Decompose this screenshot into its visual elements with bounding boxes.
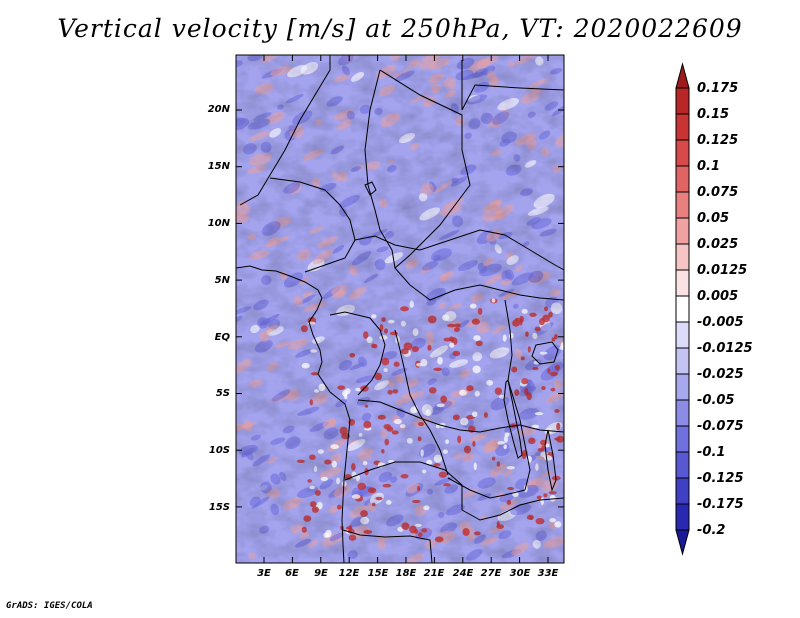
colorbar-label: 0.15 <box>697 107 730 122</box>
map-field <box>236 55 564 563</box>
colorbar <box>675 62 690 556</box>
colorbar-swatch <box>675 269 690 297</box>
colorbar-label: -0.175 <box>697 497 744 512</box>
colorbar-label: 0.05 <box>697 211 730 226</box>
colorbar-swatch <box>675 373 690 401</box>
colorbar-swatch <box>675 139 690 167</box>
lon-label-21e: 21E <box>423 568 445 579</box>
colorbar-swatch <box>675 217 690 245</box>
colorbar-label: -0.005 <box>697 315 744 330</box>
border-g <box>429 284 564 301</box>
axis-ticks <box>236 55 564 563</box>
colorbar-swatch <box>675 425 690 453</box>
lon-label-15e: 15E <box>367 568 389 579</box>
lon-label-33e: 33E <box>537 568 559 579</box>
texture-overlay <box>236 55 564 563</box>
border-n <box>461 497 564 521</box>
colorbar-label: 0.005 <box>697 289 739 304</box>
lon-label-9e: 9E <box>314 568 328 579</box>
lake-chad <box>364 181 377 196</box>
border-l <box>344 461 463 510</box>
colorbar-swatch <box>675 347 690 375</box>
colorbar-label: -0.025 <box>697 367 744 382</box>
border-d <box>461 60 564 111</box>
border-k <box>357 399 564 433</box>
border-i <box>394 329 449 476</box>
border-e <box>269 177 356 273</box>
border-h <box>329 311 386 396</box>
lon-label-27e: 27E <box>480 568 502 579</box>
lat-label-eq: EQ <box>214 332 230 343</box>
colorbar-label: -0.125 <box>697 471 744 486</box>
border-m <box>342 529 433 563</box>
colorbar-bottom-arrow <box>675 529 690 556</box>
grads-credit: GrADS: IGES/COLA <box>6 601 93 611</box>
lake-tanganyika <box>503 378 523 459</box>
colorbar-swatch <box>675 399 690 427</box>
colorbar-top-arrow <box>675 62 690 89</box>
lon-label-12e: 12E <box>338 568 360 579</box>
colorbar-label: 0.1 <box>697 159 721 174</box>
lake-malawi <box>544 429 557 492</box>
colorbar-label: -0.0125 <box>697 341 753 356</box>
lon-label-6e: 6E <box>285 568 299 579</box>
lon-label-30e: 30E <box>509 568 531 579</box>
border-j <box>504 299 531 491</box>
lon-label-18e: 18E <box>395 568 417 579</box>
colorbar-swatch <box>675 191 690 219</box>
colorbar-label: 0.125 <box>697 133 739 148</box>
border-f <box>354 229 564 271</box>
colorbar-label: 0.175 <box>697 81 739 96</box>
map-frame <box>235 54 565 564</box>
border-o <box>447 477 526 499</box>
colorbar-swatch <box>675 113 690 141</box>
colorbar-swatch <box>675 243 690 271</box>
colorbar-swatch <box>675 165 690 193</box>
coastline-west <box>236 265 351 563</box>
colorbar-label: 0.075 <box>697 185 739 200</box>
colorbar-swatch <box>675 451 690 479</box>
lat-label-10n: 10N <box>207 218 230 229</box>
lat-label-10s: 10S <box>208 445 230 456</box>
lon-label-3e: 3E <box>257 568 271 579</box>
lat-label-5s: 5S <box>215 388 230 399</box>
lat-label-20n: 20N <box>207 104 230 115</box>
colorbar-swatch <box>675 87 690 115</box>
colorbar-swatch <box>675 477 690 505</box>
colorbar-label: 0.0125 <box>697 263 748 278</box>
colorbar-swatch <box>675 321 690 349</box>
lon-label-24e: 24E <box>452 568 474 579</box>
colorbar-label: 0.025 <box>697 237 739 252</box>
colorbar-label: -0.05 <box>697 393 735 408</box>
border-a <box>239 55 331 206</box>
colorbar-swatch <box>675 295 690 323</box>
colorbar-label: -0.1 <box>697 445 726 460</box>
lat-label-15s: 15S <box>208 502 230 513</box>
border-c <box>364 69 431 301</box>
lat-label-15n: 15N <box>207 161 230 172</box>
lake-victoria <box>531 341 559 365</box>
colorbar-label: -0.075 <box>697 419 744 434</box>
colorbar-swatch <box>675 503 690 531</box>
colorbar-label: -0.2 <box>697 523 726 538</box>
lat-label-5n: 5N <box>214 275 230 286</box>
figure-title: Vertical velocity [m/s] at 250hPa, VT: 2… <box>57 14 743 43</box>
border-b <box>379 69 471 269</box>
country-borders <box>236 55 564 563</box>
